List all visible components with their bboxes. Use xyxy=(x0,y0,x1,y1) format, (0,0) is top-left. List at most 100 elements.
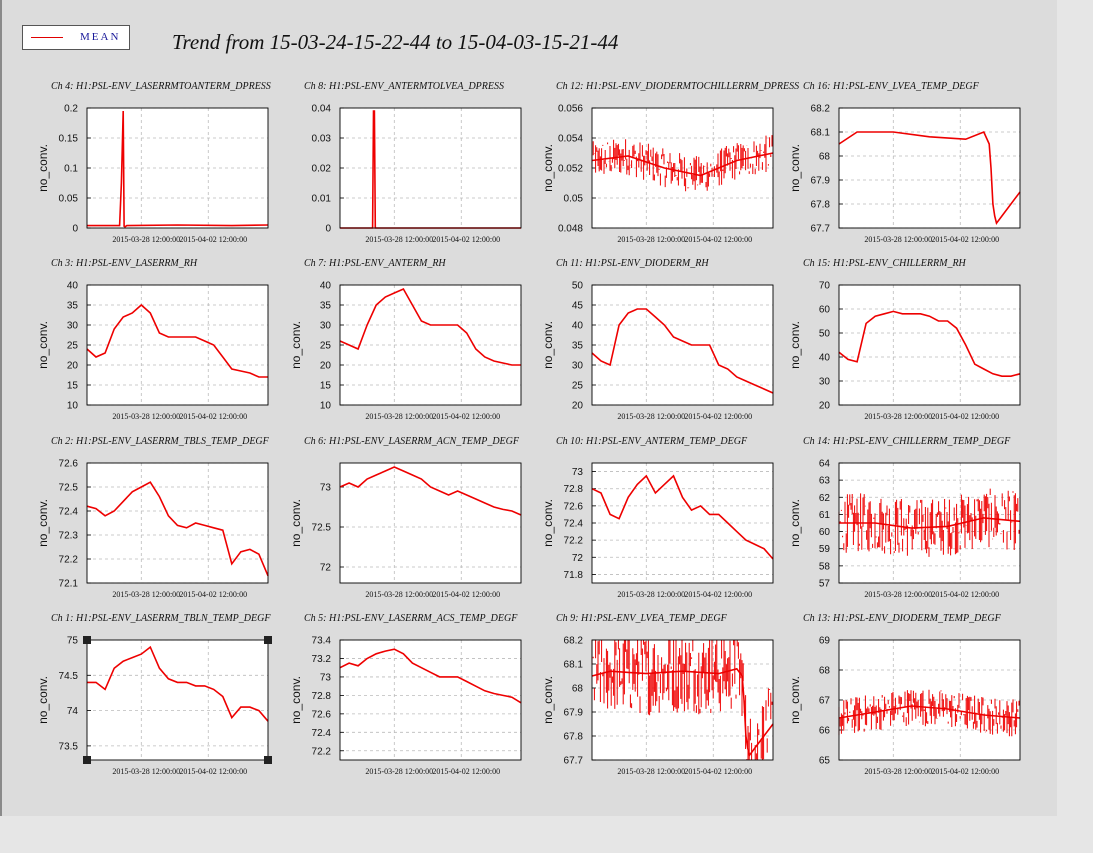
x-tick-label: 2015-04-02 12:00:00 xyxy=(931,412,999,421)
y-tick-label: 68.2 xyxy=(811,104,831,115)
chart-4: Ch 16: H1:PSL-ENV_LVEA_TEMP_DEGF 67.7 67.8… xyxy=(788,81,1021,244)
chart-title: Ch 14: H1:PSL-ENV_CHILLERRM_TEMP_DEGF xyxy=(803,436,1011,447)
plot-frame xyxy=(591,462,774,584)
y-tick-label: 35 xyxy=(572,341,584,352)
plot-frame xyxy=(838,284,1021,406)
y-tick-label: 66 xyxy=(819,726,831,737)
y-tick-label: 68 xyxy=(819,152,831,163)
y-axis-label: no_conv. xyxy=(788,499,802,547)
y-tick-label: 10 xyxy=(320,401,332,412)
y-axis-label: no_conv. xyxy=(541,676,555,724)
chart-title: Ch 13: H1:PSL-ENV_DIODERM_TEMP_DEGF xyxy=(803,613,1002,624)
y-tick-label: 59 xyxy=(819,544,831,555)
x-tick-label: 2015-03-28 12:00:00 xyxy=(112,235,180,244)
chart-title: Ch 11: H1:PSL-ENV_DIODERM_RH xyxy=(556,258,709,269)
chart-title: Ch 12: H1:PSL-ENV_DIODERMTOCHILLERRM_DPR… xyxy=(556,81,799,92)
plot-frame xyxy=(838,462,1021,584)
y-tick-label: 74 xyxy=(67,706,79,717)
selection-handle[interactable] xyxy=(264,636,272,644)
x-tick-label: 2015-04-02 12:00:00 xyxy=(432,590,500,599)
chart-7: Ch 11: H1:PSL-ENV_DIODERM_RH 20 25 30 35 40 45… xyxy=(541,258,774,421)
y-tick-label: 72 xyxy=(572,553,584,564)
chart-11: Ch 10: H1:PSL-ENV_ANTERM_TEMP_DEGF 71.8 72… xyxy=(541,436,774,599)
y-tick-label: 73.5 xyxy=(59,741,79,752)
plot-frame xyxy=(86,284,269,406)
y-axis-label: no_conv. xyxy=(36,676,50,724)
y-tick-label: 67.8 xyxy=(564,732,584,743)
plot-frame xyxy=(838,107,1021,229)
selection-handle[interactable] xyxy=(83,756,91,764)
y-tick-label: 72.1 xyxy=(59,579,79,590)
y-tick-label: 60 xyxy=(819,305,831,316)
y-tick-label: 62 xyxy=(819,493,831,504)
x-tick-label: 2015-04-02 12:00:00 xyxy=(931,767,999,776)
y-tick-label: 73.2 xyxy=(312,654,332,665)
legend: MEAN xyxy=(22,25,130,50)
y-axis-label: no_conv. xyxy=(289,321,303,369)
chart-title: Ch 9: H1:PSL-ENV_LVEA_TEMP_DEGF xyxy=(556,613,728,624)
y-axis-label: no_conv. xyxy=(788,144,802,192)
y-tick-label: 25 xyxy=(572,381,584,392)
y-tick-label: 0 xyxy=(72,224,78,235)
chart-title: Ch 4: H1:PSL-ENV_LASERRMTOANTERM_DPRESS xyxy=(51,81,271,92)
plot-frame xyxy=(339,639,522,761)
y-tick-label: 63 xyxy=(819,476,831,487)
y-tick-label: 30 xyxy=(320,321,332,332)
chart-3: Ch 12: H1:PSL-ENV_DIODERMTOCHILLERRM_DPR… xyxy=(541,81,799,244)
x-tick-label: 2015-04-02 12:00:00 xyxy=(432,412,500,421)
y-tick-label: 67.9 xyxy=(564,708,584,719)
chart-title: Ch 1: H1:PSL-ENV_LASERRM_TBLN_TEMP_DEGF xyxy=(51,613,271,624)
y-tick-label: 64 xyxy=(819,459,831,470)
chart-12: Ch 14: H1:PSL-ENV_CHILLERRM_TEMP_DEGF 57 5… xyxy=(788,436,1021,599)
y-tick-label: 73 xyxy=(320,672,332,683)
plot-panel: MEAN Trend from 15-03-24-15-22-44 to 15-… xyxy=(0,0,1021,816)
chart-title: Ch 15: H1:PSL-ENV_CHILLERRM_RH xyxy=(803,258,967,269)
x-tick-label: 2015-03-28 12:00:00 xyxy=(365,235,433,244)
chart-14: Ch 5: H1:PSL-ENV_LASERRM_ACS_TEMP_DEGF 72… xyxy=(289,613,522,776)
plot-frame xyxy=(86,462,269,584)
y-tick-label: 20 xyxy=(819,401,831,412)
y-tick-label: 25 xyxy=(320,341,332,352)
chart-title: Ch 10: H1:PSL-ENV_ANTERM_TEMP_DEGF xyxy=(556,436,748,447)
y-tick-label: 72.8 xyxy=(564,484,584,495)
y-tick-label: 72.6 xyxy=(59,459,79,470)
chart-13: Ch 1: H1:PSL-ENV_LASERRM_TBLN_TEMP_DEGF 7… xyxy=(36,613,272,776)
y-tick-label: 68.2 xyxy=(564,636,584,647)
plot-frame xyxy=(591,639,774,761)
selection-handle[interactable] xyxy=(264,756,272,764)
y-tick-label: 57 xyxy=(819,579,831,590)
y-tick-label: 0.056 xyxy=(558,104,583,115)
plot-frame xyxy=(591,107,774,229)
plot-frame xyxy=(86,107,269,229)
y-tick-label: 35 xyxy=(320,301,332,312)
series-line xyxy=(86,303,268,378)
y-tick-label: 15 xyxy=(67,381,79,392)
x-tick-label: 2015-03-28 12:00:00 xyxy=(864,767,932,776)
x-tick-label: 2015-03-28 12:00:00 xyxy=(864,412,932,421)
selection-handle[interactable] xyxy=(83,636,91,644)
x-tick-label: 2015-03-28 12:00:00 xyxy=(864,235,932,244)
y-tick-label: 0.01 xyxy=(312,194,332,205)
x-tick-label: 2015-03-28 12:00:00 xyxy=(112,590,180,599)
y-axis-label: no_conv. xyxy=(541,144,555,192)
y-axis-label: no_conv. xyxy=(36,321,50,369)
y-tick-label: 0.05 xyxy=(59,194,79,205)
y-axis-label: no_conv. xyxy=(541,499,555,547)
y-tick-label: 58 xyxy=(819,561,831,572)
chart-8: Ch 15: H1:PSL-ENV_CHILLERRM_RH 20 30 40 50 60… xyxy=(788,258,1021,421)
right-margin xyxy=(1057,0,1093,853)
y-tick-label: 73 xyxy=(572,467,584,478)
x-tick-label: 2015-04-02 12:00:00 xyxy=(931,590,999,599)
x-tick-label: 2015-04-02 12:00:00 xyxy=(432,767,500,776)
y-tick-label: 60 xyxy=(819,527,831,538)
chart-title: Ch 3: H1:PSL-ENV_LASERRM_RH xyxy=(51,258,198,269)
plot-frame xyxy=(339,462,522,584)
x-tick-label: 2015-04-02 12:00:00 xyxy=(179,235,247,244)
y-axis-label: no_conv. xyxy=(541,321,555,369)
x-tick-label: 2015-03-28 12:00:00 xyxy=(617,412,685,421)
y-tick-label: 0.02 xyxy=(312,164,332,175)
y-tick-label: 0.1 xyxy=(64,164,78,175)
plot-area xyxy=(87,640,268,760)
y-tick-label: 72.4 xyxy=(564,519,584,530)
series-line xyxy=(339,466,522,516)
